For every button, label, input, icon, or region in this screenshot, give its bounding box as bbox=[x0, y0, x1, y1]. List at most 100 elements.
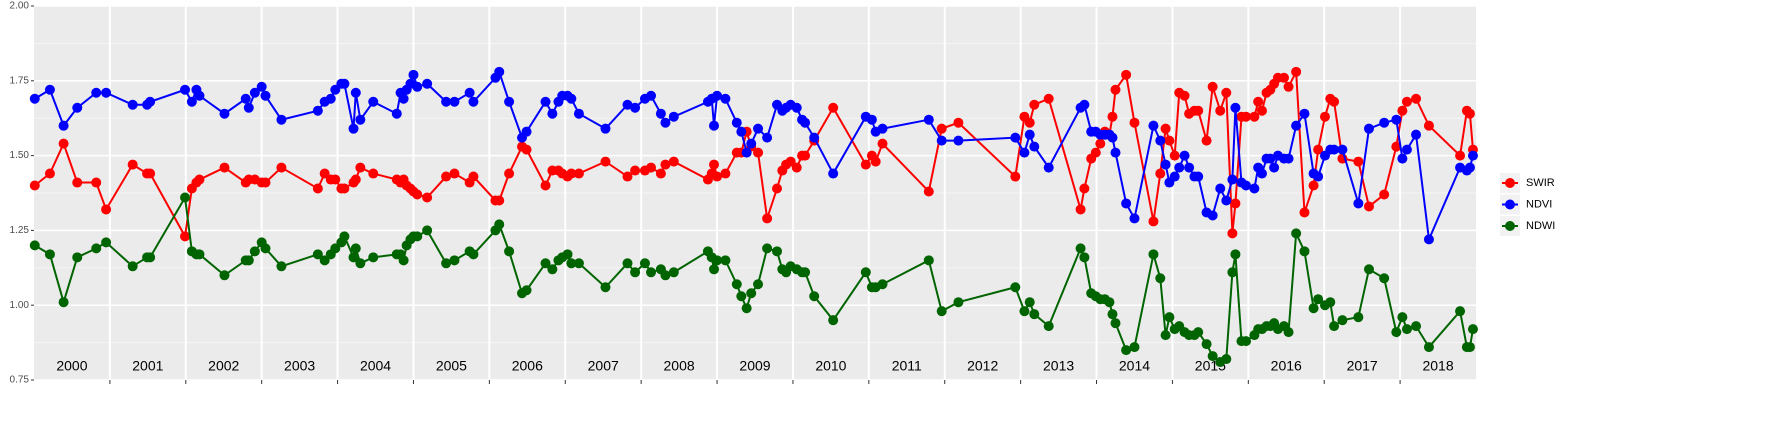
point bbox=[1337, 144, 1348, 155]
point bbox=[573, 108, 584, 119]
point bbox=[368, 168, 379, 179]
point bbox=[1265, 153, 1276, 164]
point bbox=[772, 183, 783, 194]
point bbox=[58, 297, 69, 308]
point bbox=[736, 126, 747, 137]
point bbox=[1110, 147, 1121, 158]
point bbox=[1353, 312, 1364, 323]
point bbox=[422, 192, 433, 203]
point bbox=[1227, 228, 1238, 239]
point bbox=[791, 102, 802, 113]
point bbox=[562, 249, 573, 260]
point bbox=[800, 117, 811, 128]
point bbox=[828, 315, 839, 326]
point bbox=[72, 252, 83, 263]
point bbox=[1363, 264, 1374, 275]
point bbox=[1221, 87, 1232, 98]
point bbox=[1148, 120, 1159, 131]
point bbox=[1107, 132, 1118, 143]
point bbox=[660, 117, 671, 128]
point bbox=[753, 147, 764, 158]
point bbox=[953, 135, 964, 146]
point bbox=[809, 291, 820, 302]
point bbox=[870, 156, 881, 167]
point bbox=[1010, 132, 1021, 143]
point bbox=[1193, 327, 1204, 338]
point bbox=[547, 108, 558, 119]
point bbox=[1308, 303, 1319, 314]
point bbox=[731, 117, 742, 128]
point bbox=[1169, 150, 1180, 161]
point bbox=[566, 168, 577, 179]
point bbox=[1043, 93, 1054, 104]
point bbox=[791, 162, 802, 173]
point bbox=[449, 168, 460, 179]
point bbox=[72, 177, 83, 188]
y-tick-label: 1.75 bbox=[10, 75, 30, 86]
point bbox=[540, 258, 551, 269]
point bbox=[1221, 354, 1232, 365]
point bbox=[660, 270, 671, 281]
legend-label: NDWI bbox=[1526, 220, 1555, 232]
point bbox=[655, 168, 666, 179]
point bbox=[600, 282, 611, 293]
point bbox=[91, 243, 102, 254]
point bbox=[219, 108, 230, 119]
point bbox=[44, 249, 55, 260]
point bbox=[646, 90, 657, 101]
point bbox=[573, 168, 584, 179]
point bbox=[1019, 306, 1030, 317]
point bbox=[256, 81, 267, 92]
point bbox=[355, 162, 366, 173]
point bbox=[746, 288, 757, 299]
year-label: 2001 bbox=[132, 358, 163, 374]
point bbox=[1325, 297, 1336, 308]
point bbox=[1464, 162, 1475, 173]
point bbox=[655, 108, 666, 119]
point bbox=[1337, 315, 1348, 326]
point bbox=[355, 258, 366, 269]
point bbox=[1278, 72, 1289, 83]
point bbox=[1230, 102, 1241, 113]
point bbox=[494, 195, 505, 206]
point bbox=[709, 264, 720, 275]
point bbox=[1160, 159, 1171, 170]
point bbox=[668, 111, 679, 122]
point bbox=[1353, 198, 1364, 209]
point bbox=[1107, 111, 1118, 122]
point bbox=[1423, 234, 1434, 245]
point bbox=[1379, 189, 1390, 200]
point bbox=[1423, 120, 1434, 131]
point bbox=[1029, 309, 1040, 320]
point bbox=[1283, 81, 1294, 92]
point bbox=[1329, 96, 1340, 107]
year-label: 2003 bbox=[284, 358, 315, 374]
year-label: 2012 bbox=[967, 358, 998, 374]
point bbox=[809, 132, 820, 143]
point bbox=[720, 93, 731, 104]
point bbox=[720, 168, 731, 179]
point bbox=[1148, 216, 1159, 227]
point bbox=[1299, 207, 1310, 218]
point bbox=[1423, 342, 1434, 353]
point bbox=[668, 156, 679, 167]
point bbox=[1411, 129, 1422, 140]
point bbox=[1329, 144, 1340, 155]
point bbox=[540, 96, 551, 107]
point bbox=[1353, 156, 1364, 167]
point bbox=[1104, 297, 1115, 308]
point bbox=[1269, 162, 1280, 173]
point bbox=[860, 159, 871, 170]
point bbox=[1179, 150, 1190, 161]
point bbox=[566, 93, 577, 104]
point bbox=[622, 171, 633, 182]
y-tick-label: 2.00 bbox=[10, 1, 30, 12]
point bbox=[276, 114, 287, 125]
point bbox=[1283, 153, 1294, 164]
point bbox=[1329, 321, 1340, 332]
point bbox=[1207, 210, 1218, 221]
point bbox=[339, 231, 350, 242]
point bbox=[1401, 96, 1412, 107]
point bbox=[464, 87, 475, 98]
year-label: 2007 bbox=[588, 358, 619, 374]
